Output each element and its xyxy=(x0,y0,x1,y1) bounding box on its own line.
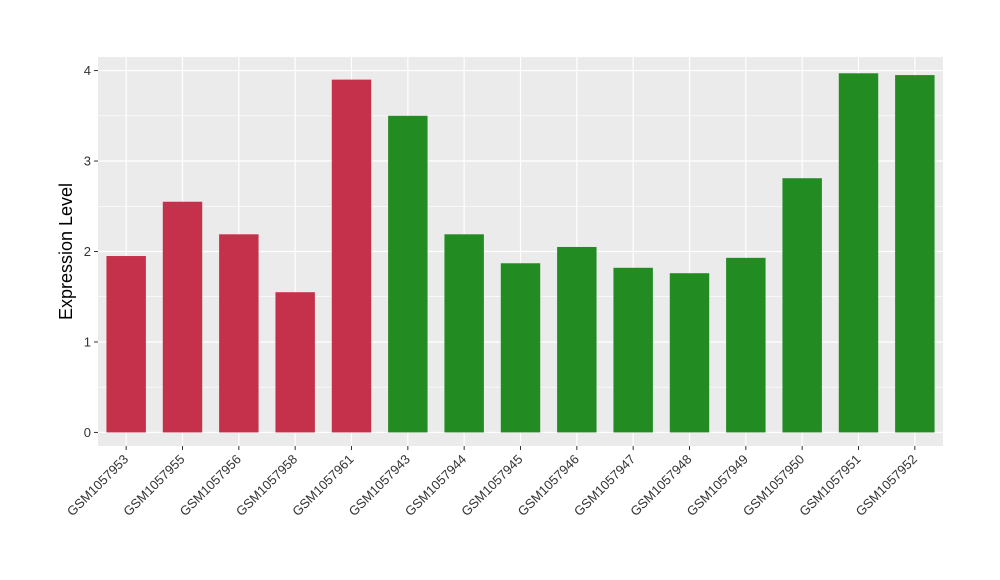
bar-GSM1057943 xyxy=(388,115,428,433)
y-tick-label: 3 xyxy=(84,154,91,169)
y-axis-title: Expression Level xyxy=(56,183,76,320)
y-tick-label: 4 xyxy=(84,63,91,78)
bar-GSM1057947 xyxy=(613,267,653,433)
bar-GSM1057952 xyxy=(895,75,935,433)
y-axis: 0 1 2 3 4 xyxy=(84,63,98,440)
x-axis: GSM1057953GSM1057955GSM1057956GSM1057958… xyxy=(64,446,920,519)
y-tick-label: 1 xyxy=(84,334,91,349)
bar-GSM1057944 xyxy=(444,234,484,433)
y-tick-label: 0 xyxy=(84,425,91,440)
y-tick-label: 2 xyxy=(84,244,91,259)
bar-GSM1057961 xyxy=(331,79,372,433)
bar-GSM1057955 xyxy=(162,201,203,433)
bar-GSM1057958 xyxy=(275,292,315,433)
bar-GSM1057951 xyxy=(838,73,879,433)
bar-GSM1057949 xyxy=(726,257,766,433)
bar-GSM1057945 xyxy=(500,263,541,433)
bar-GSM1057950 xyxy=(782,178,822,433)
bar-GSM1057948 xyxy=(669,273,710,433)
bar-GSM1057956 xyxy=(219,234,259,433)
bar-GSM1057953 xyxy=(106,256,146,433)
bar-GSM1057946 xyxy=(557,246,597,433)
bars xyxy=(106,73,935,433)
